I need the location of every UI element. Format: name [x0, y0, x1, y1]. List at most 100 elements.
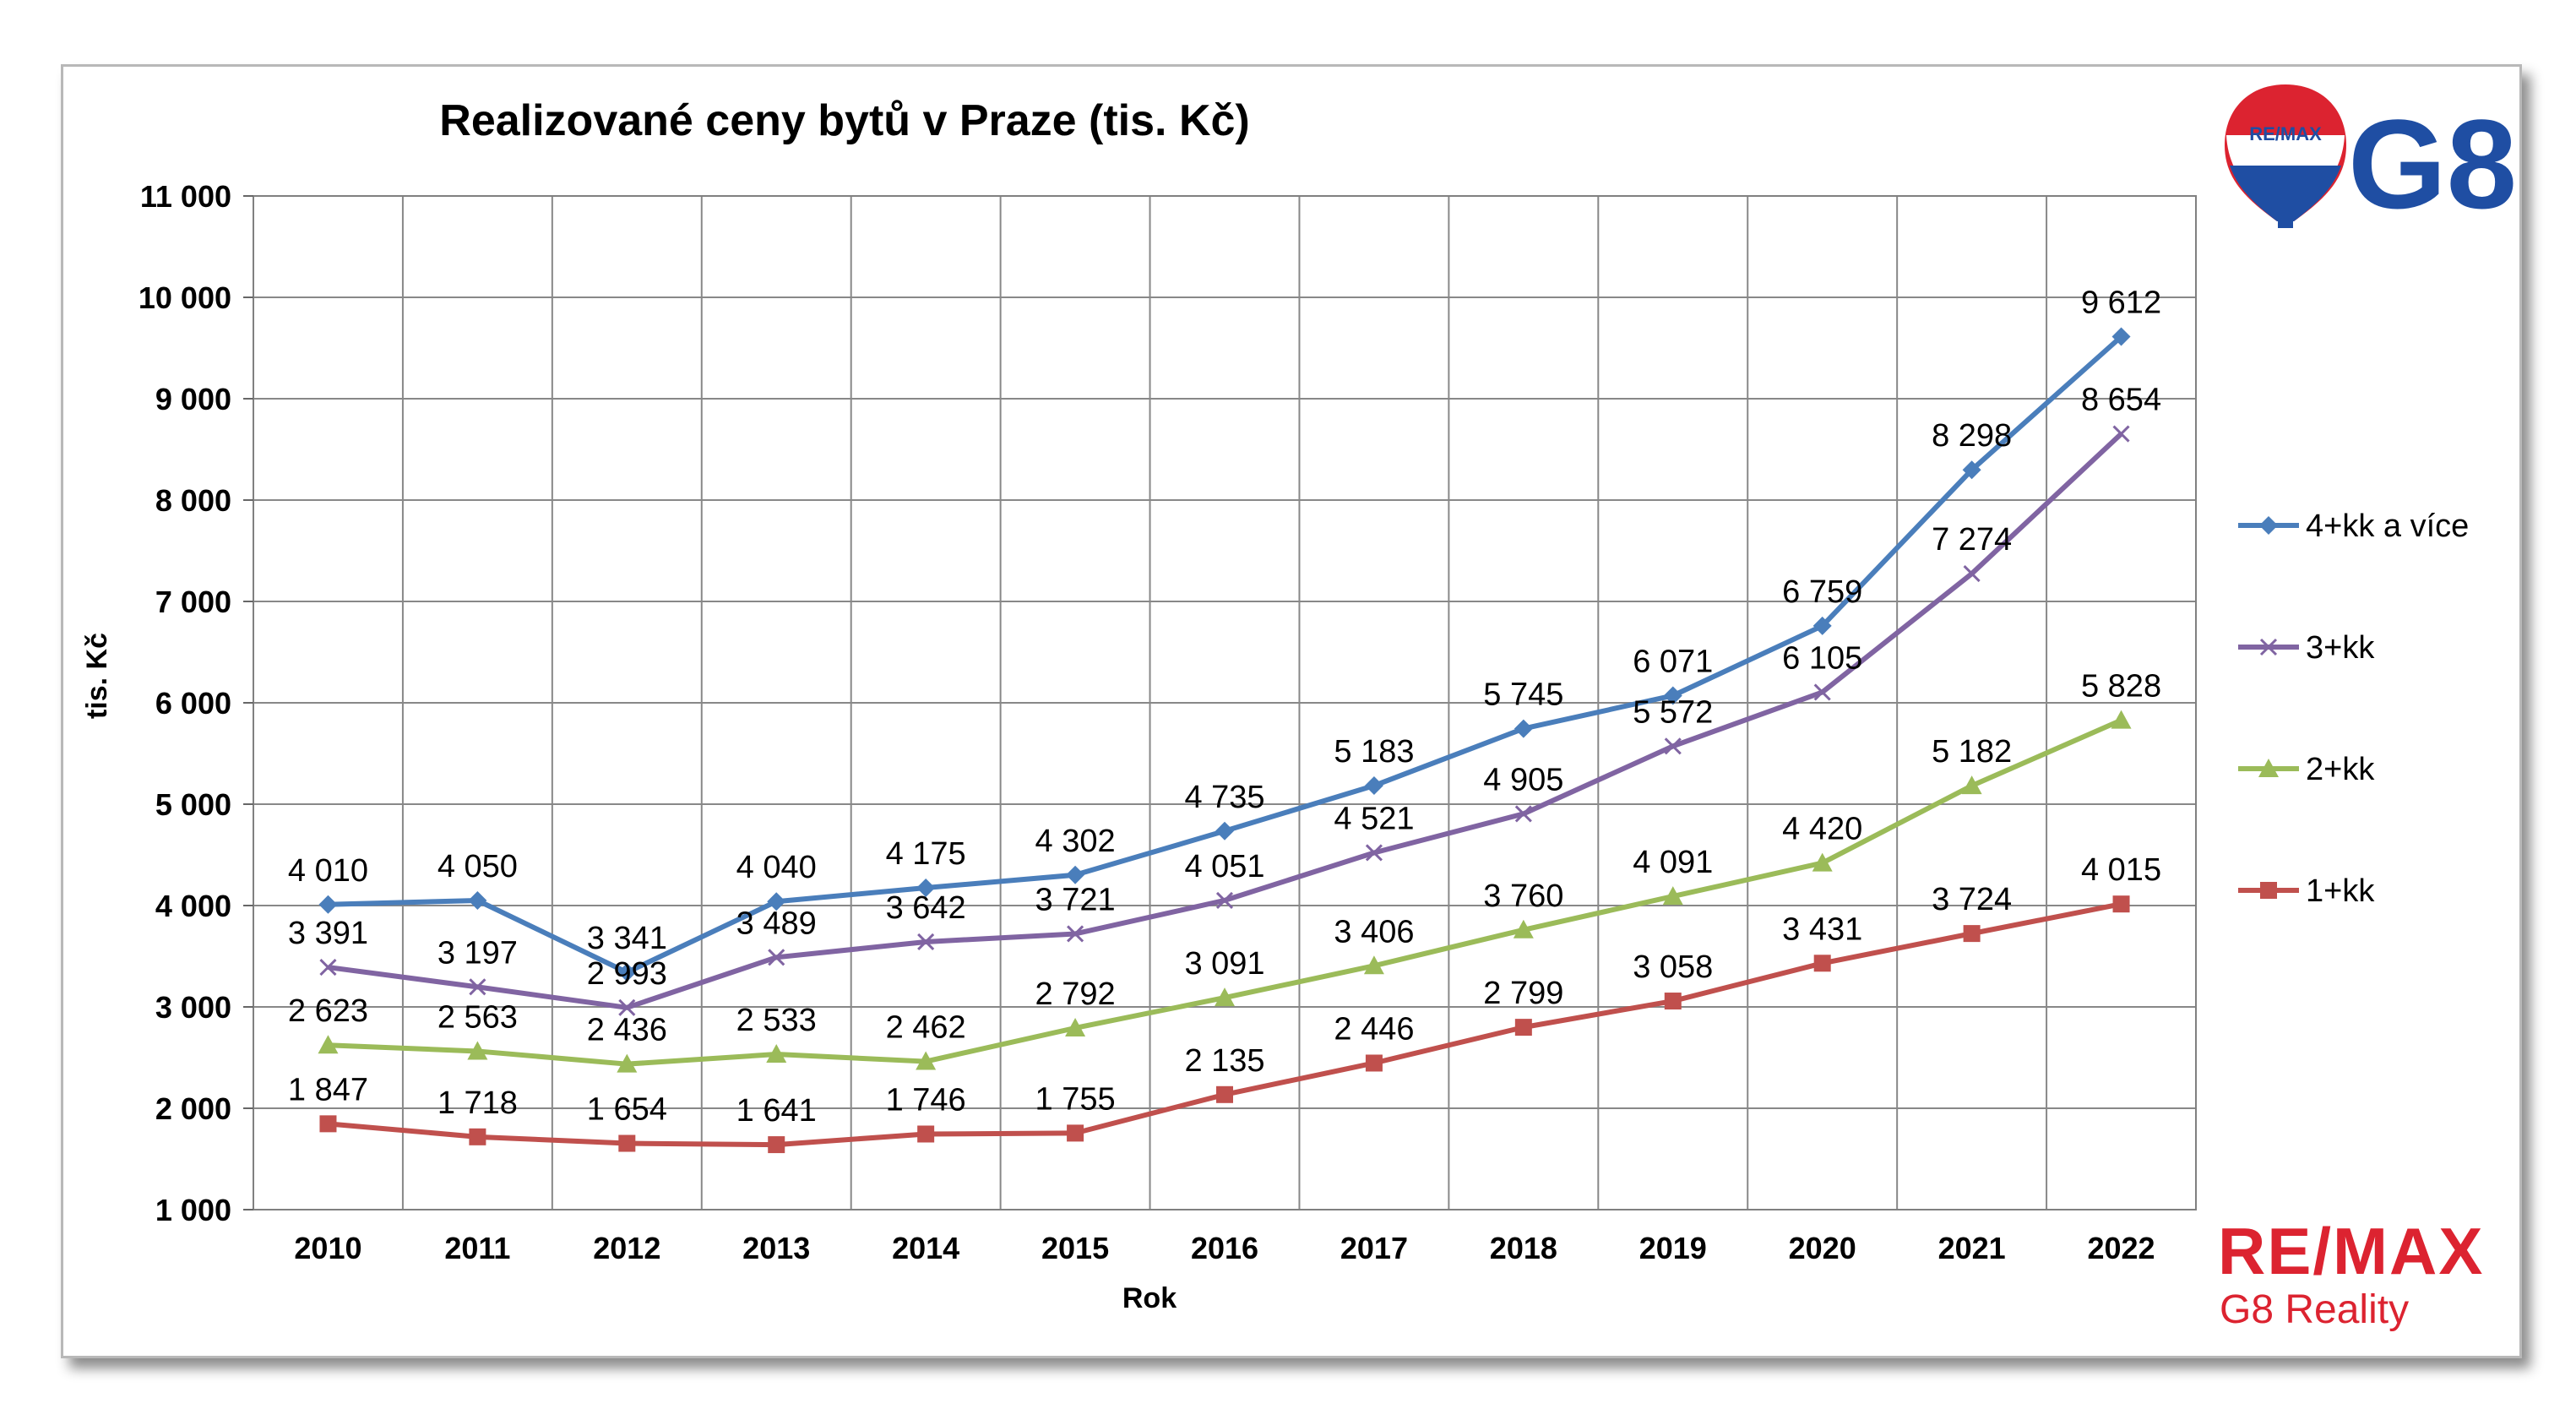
data-point [2259, 516, 2278, 535]
x-tick-label: 2020 [1789, 1231, 1856, 1265]
data-point [1812, 852, 1833, 872]
x-tick-label: 2017 [1340, 1231, 1408, 1265]
data-label: 6 071 [1633, 644, 1713, 679]
data-label: 2 623 [288, 993, 368, 1029]
data-point [1962, 460, 1981, 480]
data-label: 1 718 [437, 1085, 518, 1121]
data-point [1067, 1124, 1084, 1142]
data-label: 2 993 [587, 956, 667, 992]
data-labels: 4 010 4 050 3 341 4 040 4 175 4 302 4 735 5 183… [288, 286, 2161, 1129]
data-point [917, 933, 935, 951]
data-point [767, 892, 786, 911]
data-label: 2 533 [736, 1003, 817, 1038]
x-tick-label: 2021 [1938, 1231, 2006, 1265]
data-label: 5 572 [1633, 694, 1713, 730]
data-label: 3 431 [1782, 911, 1862, 947]
data-point [618, 1134, 636, 1152]
data-label: 1 847 [288, 1072, 368, 1107]
data-point [1216, 1085, 1233, 1103]
data-point [1364, 776, 1383, 796]
data-point [2112, 425, 2130, 443]
data-point [917, 1125, 935, 1143]
data-label: 4 010 [288, 853, 368, 889]
data-label: 3 197 [437, 935, 518, 971]
data-point [1963, 925, 1981, 943]
x-tick-label: 2010 [294, 1231, 361, 1265]
x-tick-label: 2019 [1639, 1231, 1707, 1265]
data-label: 3 721 [1035, 882, 1116, 917]
data-point [2111, 710, 2132, 729]
data-point [1963, 565, 1981, 583]
data-point [1067, 925, 1084, 943]
data-label: 1 746 [886, 1082, 966, 1118]
data-point [2258, 759, 2279, 777]
data-label: 2 135 [1184, 1043, 1264, 1079]
x-tick-label: 2011 [444, 1231, 510, 1265]
data-label: 3 724 [1932, 882, 2012, 917]
legend: 4+kk a více 3+kk 2+kk 1+kk [2238, 509, 2469, 909]
data-point [318, 1035, 339, 1054]
legend-label: 3+kk [2306, 630, 2375, 666]
data-point [1215, 987, 1235, 1007]
data-label: 5 183 [1334, 734, 1414, 770]
data-label: 3 341 [587, 921, 667, 956]
data-label: 3 091 [1184, 946, 1264, 982]
x-axis: 2010 2011 2012 2013 2014 2015 2016 2017 2018 2019… [294, 1231, 2155, 1265]
data-label: 4 302 [1035, 824, 1116, 859]
data-point [1215, 891, 1234, 909]
data-point [1365, 844, 1383, 862]
data-point [1961, 775, 1982, 795]
series-markers [318, 327, 2132, 1154]
x-tick-label: 2022 [2087, 1231, 2155, 1265]
data-label: 1 654 [587, 1092, 667, 1128]
data-point [1514, 719, 1533, 738]
data-label: 3 406 [1334, 914, 1414, 949]
y-tick-label: 10 000 [139, 280, 231, 315]
data-point [2112, 895, 2130, 913]
legend-label: 4+kk a více [2306, 509, 2469, 544]
data-point [2259, 638, 2278, 656]
data-label: 4 051 [1184, 849, 1264, 884]
data-label: 1 755 [1035, 1081, 1116, 1117]
data-point [319, 1115, 337, 1133]
data-label: 4 420 [1782, 812, 1862, 847]
data-point [1513, 919, 1534, 938]
x-axis-title: Rok [1122, 1282, 1177, 1314]
g8-reality-text: G8 Reality [2220, 1287, 2409, 1332]
y-axis: 1 000 2 000 3 000 4 000 5 000 6 000 7 000 8 000… [139, 179, 253, 1227]
data-label: 3 058 [1633, 949, 1713, 985]
data-label: 3 391 [288, 916, 368, 951]
legend-label: 2+kk [2306, 752, 2375, 787]
data-point [768, 949, 785, 966]
data-label: 4 040 [736, 850, 817, 885]
data-point [1514, 805, 1532, 823]
x-tick-label: 2018 [1490, 1231, 1557, 1265]
data-label: 2 792 [1035, 977, 1116, 1012]
y-tick-label: 5 000 [155, 787, 231, 822]
legend-label: 1+kk [2306, 873, 2375, 909]
data-label: 2 446 [1334, 1011, 1414, 1047]
data-label: 2 563 [437, 999, 518, 1035]
data-point [1363, 955, 1384, 975]
data-point [916, 1051, 937, 1070]
data-point [469, 1128, 486, 1145]
data-point [319, 959, 337, 977]
remax-g8-logo: RE/MAX G8 [2225, 84, 2517, 235]
x-tick-label: 2012 [593, 1231, 660, 1265]
data-point [2111, 327, 2131, 346]
data-point [617, 963, 637, 982]
data-point [469, 978, 486, 996]
data-point [1813, 683, 1831, 701]
data-label: 4 735 [1184, 780, 1264, 815]
remax-g8-reality-logo: RE/MAX G8 Reality [2218, 1214, 2482, 1332]
data-label: 8 654 [2081, 383, 2161, 418]
data-label: 1 641 [736, 1093, 817, 1129]
data-label: 2 799 [1483, 976, 1563, 1011]
data-point [1664, 737, 1682, 755]
data-label: 4 175 [886, 836, 966, 872]
chart-title: Realizované ceny bytů v Praze (tis. Kč) [439, 96, 1249, 145]
data-label: 3 489 [736, 906, 817, 941]
y-tick-label: 8 000 [155, 483, 231, 518]
data-point [1663, 686, 1682, 705]
data-point [1664, 993, 1682, 1010]
